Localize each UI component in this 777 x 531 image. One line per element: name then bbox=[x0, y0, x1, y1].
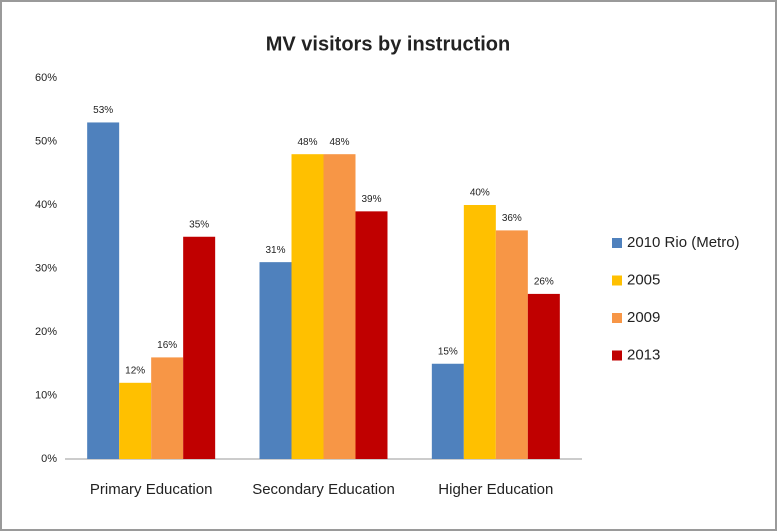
bar bbox=[259, 262, 292, 459]
data-label: 40% bbox=[470, 188, 490, 199]
bar bbox=[291, 154, 324, 459]
legend-swatch bbox=[612, 238, 622, 248]
data-label: 35% bbox=[189, 219, 209, 230]
y-tick-label: 40% bbox=[35, 199, 57, 211]
y-tick-label: 60% bbox=[35, 72, 57, 84]
legend-label: 2009 bbox=[627, 309, 660, 326]
bar bbox=[87, 122, 120, 459]
data-label: 53% bbox=[93, 105, 113, 116]
legend-label: 2005 bbox=[627, 271, 660, 288]
y-tick-label: 50% bbox=[35, 135, 57, 147]
data-label: 15% bbox=[438, 346, 458, 357]
legend-swatch bbox=[612, 313, 622, 323]
legend-swatch bbox=[612, 275, 622, 286]
data-label: 39% bbox=[361, 194, 381, 205]
bar bbox=[495, 230, 528, 459]
bar bbox=[151, 357, 184, 459]
data-label: 26% bbox=[534, 277, 554, 288]
y-tick-label: 20% bbox=[35, 326, 57, 338]
bar bbox=[119, 382, 152, 459]
data-label: 48% bbox=[297, 137, 317, 148]
data-label: 16% bbox=[157, 340, 177, 351]
bar bbox=[183, 236, 216, 459]
y-tick-label: 10% bbox=[35, 389, 57, 401]
y-tick-label: 30% bbox=[35, 262, 57, 274]
legend-label: 2013 bbox=[627, 346, 660, 363]
data-label: 36% bbox=[502, 213, 522, 224]
bar bbox=[527, 293, 560, 459]
data-label: 12% bbox=[125, 365, 145, 376]
bar bbox=[431, 363, 464, 459]
bar bbox=[355, 211, 388, 459]
data-label: 31% bbox=[265, 245, 285, 256]
bar bbox=[463, 205, 496, 459]
data-label: 48% bbox=[329, 137, 349, 148]
x-tick-label: Primary Education bbox=[89, 481, 213, 498]
x-tick-label: Secondary Education bbox=[252, 481, 395, 498]
chart-title: MV visitors by instruction bbox=[266, 33, 510, 55]
bar bbox=[323, 154, 356, 459]
y-tick-label: 0% bbox=[41, 453, 57, 465]
x-tick-label: Higher Education bbox=[438, 481, 554, 498]
legend-swatch bbox=[612, 350, 622, 361]
legend-label: 2010 Rio (Metro) bbox=[627, 234, 740, 251]
